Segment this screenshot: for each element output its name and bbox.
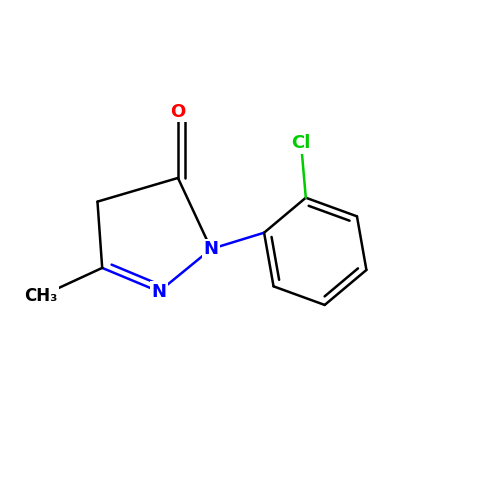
- Text: N: N: [204, 240, 218, 258]
- Text: O: O: [171, 103, 185, 121]
- Text: Cl: Cl: [291, 134, 311, 152]
- Text: N: N: [151, 283, 167, 301]
- Text: CH₃: CH₃: [24, 287, 57, 305]
